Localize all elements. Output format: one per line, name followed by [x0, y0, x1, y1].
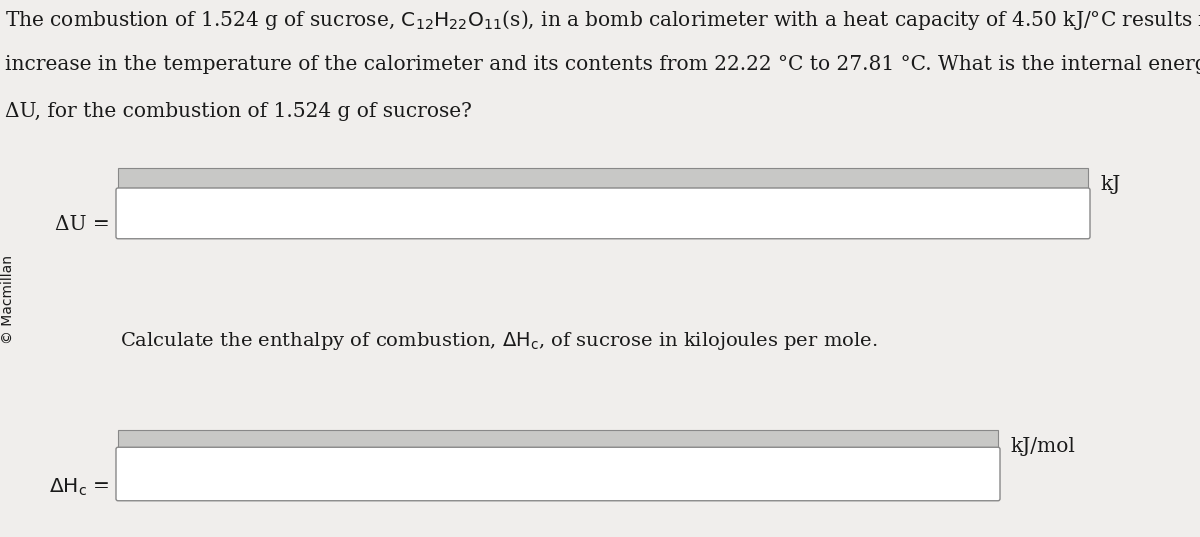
Text: kJ: kJ: [1100, 175, 1121, 194]
Text: Calculate the enthalpy of combustion, $\mathrm{\Delta H_c}$, of sucrose in kiloj: Calculate the enthalpy of combustion, $\…: [120, 330, 877, 352]
FancyBboxPatch shape: [116, 447, 1000, 500]
Text: ΔU, for the combustion of 1.524 g of sucrose?: ΔU, for the combustion of 1.524 g of suc…: [5, 102, 472, 121]
Polygon shape: [118, 430, 998, 452]
FancyBboxPatch shape: [116, 188, 1090, 239]
Text: kJ/mol: kJ/mol: [1010, 437, 1075, 456]
Text: © Macmillan: © Macmillan: [1, 256, 16, 345]
Text: $\mathrm{\Delta H_c}$ =: $\mathrm{\Delta H_c}$ =: [49, 477, 110, 498]
Text: increase in the temperature of the calorimeter and its contents from 22.22 °C to: increase in the temperature of the calor…: [5, 55, 1200, 74]
Text: ΔU =: ΔU =: [55, 215, 110, 234]
Text: The combustion of 1.524 g of sucrose, $\mathrm{C_{12}H_{22}O_{11}}$(s), in a bom: The combustion of 1.524 g of sucrose, $\…: [5, 8, 1200, 32]
Polygon shape: [118, 168, 1088, 193]
